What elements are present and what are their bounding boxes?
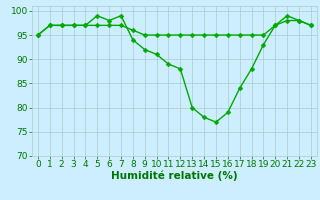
X-axis label: Humidité relative (%): Humidité relative (%) [111, 171, 238, 181]
